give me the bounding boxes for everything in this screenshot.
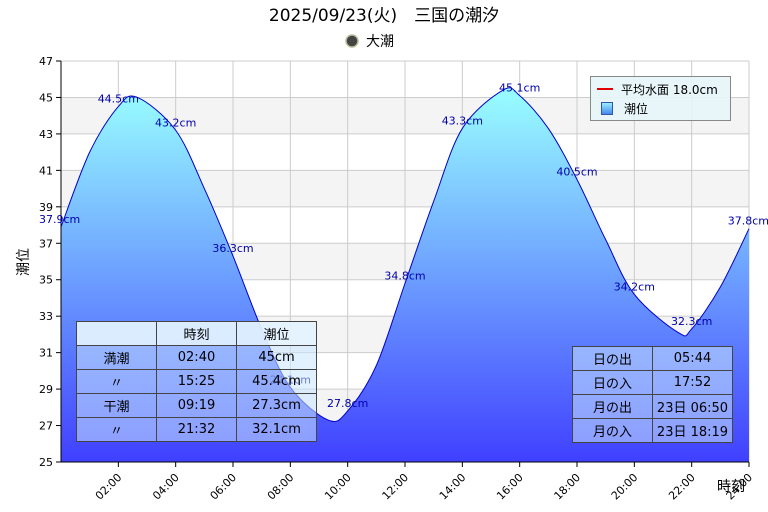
tide-data-label: 43.3cm xyxy=(442,114,483,127)
moon-icon xyxy=(345,34,359,48)
legend-tide: 潮位 xyxy=(597,99,648,117)
tide-table-header: 時刻 潮位 xyxy=(76,321,317,346)
tide-level: 45cm xyxy=(236,345,317,370)
x-axis-label: 時刻 xyxy=(717,479,745,495)
table-row: 月の入 23日 18:19 xyxy=(572,418,733,443)
y-tick-label: 43 xyxy=(39,128,53,141)
legend-mean-label: 平均水面 18.0cm xyxy=(621,82,718,97)
tide-type: 〃 xyxy=(76,369,157,394)
sun-moon-table: 日の出 05:44 日の入 17:52 月の出 23日 06:50 月の入 23… xyxy=(572,346,733,443)
legend-area-swatch xyxy=(601,101,613,115)
tide-data-label: 40.5cm xyxy=(556,165,597,178)
chart-title: 2025/09/23(火) 三国の潮汐 xyxy=(269,6,499,26)
x-tick-label: 06:00 xyxy=(208,471,240,503)
tide-table: 時刻 潮位 満潮 02:40 45cm 〃 15:25 45.4cm 干潮 09… xyxy=(76,321,317,442)
tide-data-label: 34.8cm xyxy=(384,269,425,282)
tide-header-level: 潮位 xyxy=(236,321,317,346)
tide-header-time: 時刻 xyxy=(156,321,237,346)
axes: 25 27 29 31 33 35 37 39 41 43 45 47 02:00 04:00 06:00 0… xyxy=(39,55,755,503)
event-time: 23日 18:19 xyxy=(652,418,733,443)
tide-line xyxy=(60,87,750,423)
tide-labels: 37.9cm44.5cm43.2cm36.3cm29.1cm27.8cm34.8… xyxy=(39,82,768,410)
event-time: 17:52 xyxy=(652,370,733,395)
legend: 平均水面 18.0cm 潮位 xyxy=(590,76,731,121)
x-tick-label: 22:00 xyxy=(666,471,698,503)
tide-time: 09:19 xyxy=(156,393,237,418)
tide-level: 32.1cm xyxy=(236,417,317,442)
tide-time: 02:40 xyxy=(156,345,237,370)
tide-data-label: 36.3cm xyxy=(212,242,253,255)
event-name: 日の入 xyxy=(572,370,653,395)
y-tick-label: 31 xyxy=(39,347,53,360)
tide-type: 満潮 xyxy=(76,345,157,370)
y-tick-label: 45 xyxy=(39,91,53,104)
y-tick-label: 47 xyxy=(39,55,53,68)
x-tick-label: 20:00 xyxy=(609,471,641,503)
moon-phase-label: 大潮 xyxy=(366,34,394,50)
event-name: 日の出 xyxy=(572,346,653,371)
x-tick-label: 04:00 xyxy=(150,471,182,503)
x-tick-label: 14:00 xyxy=(437,471,469,503)
table-row: 干潮 09:19 27.3cm xyxy=(76,393,317,418)
tide-data-label: 43.2cm xyxy=(155,116,196,129)
x-tick-label: 16:00 xyxy=(494,471,526,503)
x-tick-label: 18:00 xyxy=(552,471,584,503)
tide-data-label: 37.9cm xyxy=(39,213,80,226)
y-tick-label: 35 xyxy=(39,274,53,287)
legend-tide-label: 潮位 xyxy=(624,101,649,116)
x-tick-label: 10:00 xyxy=(322,471,354,503)
y-tick-label: 37 xyxy=(39,237,53,250)
y-tick-label: 41 xyxy=(39,164,53,177)
table-row: 〃 15:25 45.4cm xyxy=(76,369,317,394)
table-row: 満潮 02:40 45cm xyxy=(76,345,317,370)
tide-data-label: 45.1cm xyxy=(499,82,540,95)
tide-type: 〃 xyxy=(76,417,157,442)
legend-mean-level: 平均水面 18.0cm xyxy=(597,80,718,98)
table-row: 日の出 05:44 xyxy=(572,346,733,371)
event-time: 23日 06:50 xyxy=(652,394,733,419)
legend-line-swatch xyxy=(597,88,613,90)
tide-data-label: 32.3cm xyxy=(671,315,712,328)
table-row: 〃 21:32 32.1cm xyxy=(76,417,317,442)
table-row: 日の入 17:52 xyxy=(572,370,733,395)
y-tick-label: 27 xyxy=(39,420,53,433)
tide-level: 45.4cm xyxy=(236,369,317,394)
y-tick-label: 29 xyxy=(39,383,53,396)
event-name: 月の出 xyxy=(572,394,653,419)
tide-type: 干潮 xyxy=(76,393,157,418)
tide-data-label: 44.5cm xyxy=(98,93,139,106)
tide-data-label: 27.8cm xyxy=(327,397,368,410)
tide-header-blank xyxy=(76,321,157,346)
y-tick-label: 33 xyxy=(39,310,53,323)
y-tick-label: 25 xyxy=(39,456,53,469)
x-tick-label: 08:00 xyxy=(265,471,297,503)
tide-data-label: 34.2cm xyxy=(614,280,655,293)
event-name: 月の入 xyxy=(572,418,653,443)
x-tick-label: 12:00 xyxy=(380,471,412,503)
y-axis-label: 潮位 xyxy=(16,248,32,276)
tide-data-label: 37.8cm xyxy=(728,215,768,228)
table-row: 月の出 23日 06:50 xyxy=(572,394,733,419)
tide-time: 21:32 xyxy=(156,417,237,442)
moon-phase: 大潮 xyxy=(345,34,394,50)
event-time: 05:44 xyxy=(652,346,733,371)
tide-time: 15:25 xyxy=(156,369,237,394)
x-tick-label: 02:00 xyxy=(93,471,125,503)
tide-level: 27.3cm xyxy=(236,393,317,418)
y-tick-label: 39 xyxy=(39,201,53,214)
